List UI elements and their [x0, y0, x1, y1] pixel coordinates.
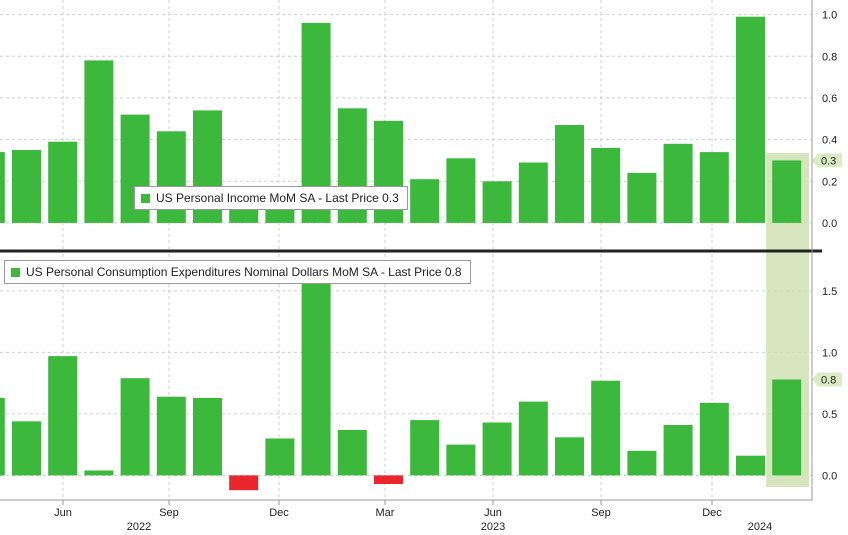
- bar: [627, 172, 657, 223]
- y-tick-label: 0.6: [822, 93, 837, 105]
- last-price-tag-label: 0.3: [821, 155, 836, 167]
- top-legend: US Personal Income MoM SA - Last Price 0…: [134, 186, 408, 210]
- x-month-label: Sep: [159, 507, 179, 519]
- bar: [229, 475, 259, 491]
- bottom-legend-swatch: [11, 267, 20, 277]
- bar: [482, 422, 512, 476]
- bar: [48, 141, 78, 223]
- bar: [555, 437, 584, 476]
- bar: [337, 429, 367, 476]
- y-tick-label: 0.5: [822, 409, 837, 421]
- x-month-label: Dec: [702, 507, 722, 519]
- bar: [699, 402, 729, 476]
- bar: [736, 16, 765, 223]
- bar: [663, 425, 693, 476]
- x-year-label: 2024: [748, 521, 772, 533]
- bar: [591, 380, 621, 476]
- x-axis-labels: Jun Sep Dec Mar Jun Sep Dec 2022 2023 2024: [54, 500, 772, 533]
- bar: [772, 160, 802, 223]
- bar: [736, 455, 765, 476]
- bar: [410, 420, 440, 476]
- bar: [265, 438, 295, 476]
- y-tick-label: 0.8: [822, 51, 837, 63]
- bar: [663, 143, 693, 223]
- last-price-tags: 0.3 0.8: [812, 153, 842, 387]
- bar: [156, 396, 186, 476]
- bar: [48, 356, 78, 476]
- top-legend-label: US Personal Income MoM SA - Last Price 0…: [156, 191, 399, 205]
- bar: [627, 450, 657, 476]
- bar: [193, 397, 222, 476]
- bar: [518, 401, 548, 476]
- bar: [301, 272, 331, 476]
- y-tick-label: 1.0: [822, 10, 837, 22]
- bar: [410, 179, 440, 223]
- y-tick-label: 0.2: [822, 176, 837, 188]
- bar: [374, 475, 403, 484]
- x-month-label: Jun: [54, 507, 72, 519]
- y-tick-label: 1.0: [822, 347, 837, 359]
- bar: [120, 378, 150, 476]
- x-month-label: Dec: [269, 507, 289, 519]
- bar: [12, 150, 41, 223]
- last-price-tag-label: 0.8: [821, 374, 836, 386]
- x-month-label: Mar: [376, 507, 395, 519]
- last-price-tag-box: [812, 372, 842, 387]
- bar: [482, 181, 512, 223]
- bar: [84, 470, 114, 476]
- bar: [772, 379, 802, 476]
- x-month-label: Jun: [484, 507, 502, 519]
- bar: [591, 147, 621, 223]
- bottom-legend: US Personal Consumption Expenditures Nom…: [4, 260, 471, 284]
- bar: [699, 152, 729, 223]
- bar: [518, 162, 548, 223]
- x-month-label: Sep: [591, 507, 611, 519]
- bar: [555, 125, 584, 223]
- bar: [12, 421, 41, 476]
- y-tick-label: 0.0: [822, 218, 837, 230]
- y-tick-label: 1.5: [822, 286, 837, 298]
- bar: [446, 444, 476, 476]
- top-legend-swatch: [141, 193, 150, 203]
- bottom-legend-label: US Personal Consumption Expenditures Nom…: [26, 265, 462, 279]
- x-year-label: 2023: [481, 521, 505, 533]
- bar: [0, 397, 5, 476]
- y-tick-label: 0.4: [822, 135, 837, 147]
- spending-bars: [0, 272, 802, 491]
- x-year-label: 2022: [127, 521, 151, 533]
- bar: [84, 60, 114, 223]
- y-axis-labels: 0.0 0.2 0.4 0.6 0.8 1.0 0.0 0.5 1.0 1.5: [822, 10, 837, 483]
- bar: [0, 152, 5, 223]
- bar: [446, 158, 476, 223]
- y-tick-label: 0.0: [822, 470, 837, 482]
- last-price-tag-box: [812, 153, 842, 168]
